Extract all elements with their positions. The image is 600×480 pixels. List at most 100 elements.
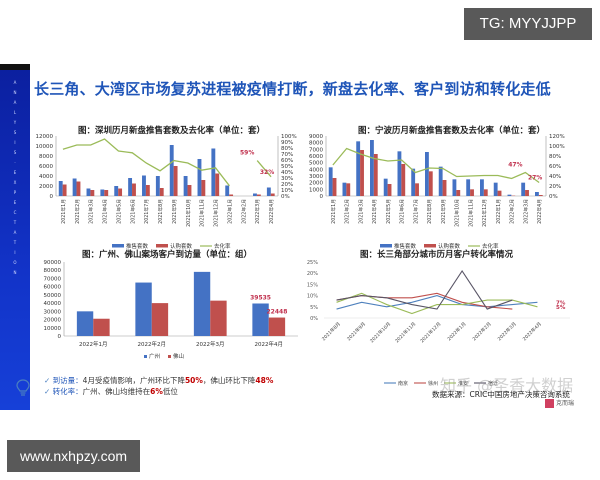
svg-text:120%: 120% [549,134,565,140]
svg-text:2000: 2000 [39,184,53,190]
svg-text:70%: 70% [281,152,293,158]
cric-logo: 克而瑞 [545,398,574,408]
svg-text:32%: 32% [260,169,274,176]
svg-text:2022年2月: 2022年2月 [138,340,167,348]
svg-text:50%: 50% [281,164,293,170]
note-conversion-text-a: 广州、佛山均维持在 [82,387,151,396]
note-visits-fs-drop: 48% [255,376,274,385]
svg-text:10%: 10% [307,294,318,300]
svg-text:22448: 22448 [267,309,288,316]
svg-text:30000: 30000 [44,309,62,315]
svg-text:10000: 10000 [44,326,62,332]
note-conversion-text-b: 低位 [162,387,178,396]
note-visits-key: 到访量： [52,376,83,385]
svg-text:2022年4月: 2022年4月 [521,320,543,342]
slide-title: 长三角、大湾区市场复苏进程被疫情打断，新盘去化率、客户到访和转化走低 [34,80,551,98]
svg-text:2021年1月: 2021年1月 [60,199,67,224]
svg-text:2022年3月: 2022年3月 [522,199,529,224]
svg-text:7000: 7000 [309,147,323,153]
note-visits-gz-drop: 50% [184,376,203,385]
side-bar: A N A L Y S I S · E X P E C T A T I O N [0,64,30,410]
chart-title-yangtze-conversion: 图：长三角部分城市历月客户转化率情况 [360,250,514,260]
svg-text:20%: 20% [307,271,318,277]
svg-text:70000: 70000 [44,276,62,282]
svg-text:广州: 广州 [149,352,160,360]
svg-text:2021年11月: 2021年11月 [393,320,417,344]
svg-text:6000: 6000 [309,154,323,160]
svg-text:南京: 南京 [398,380,408,387]
svg-text:8000: 8000 [309,141,323,147]
svg-text:2021年4月: 2021年4月 [102,199,109,224]
svg-text:2021年3月: 2021年3月 [88,199,95,224]
logo-mark-icon [545,399,554,408]
svg-text:6000: 6000 [39,164,53,170]
svg-text:20000: 20000 [44,318,62,324]
svg-text:2021年10月: 2021年10月 [454,199,461,227]
svg-text:推售套数: 推售套数 [126,242,149,250]
svg-text:8000: 8000 [39,154,53,160]
svg-text:2021年8月: 2021年8月 [426,199,433,224]
svg-text:徐州: 徐州 [428,380,438,387]
svg-text:2022年3月: 2022年3月 [496,320,518,342]
note-visits-text-b: ，佛山环比下降 [202,376,256,385]
svg-text:2022年4月: 2022年4月 [268,199,275,224]
chart-guangzhou-foshan-plot: 0 10000 20000 30000 40000 50000 60000 70000 8000… [44,260,298,360]
chart-title-shenzhen: 图：深圳历月新盘推售套数及去化率（单位：套） [78,126,266,136]
svg-text:去化率: 去化率 [214,242,231,250]
svg-text:2022年2月: 2022年2月 [471,320,493,342]
svg-text:2022年3月: 2022年3月 [254,199,261,224]
note-visits: ✓ 到访量：4月受疫情影响，广州环比下降50%，佛山环比下降48% [44,375,273,386]
svg-text:2021年4月: 2021年4月 [371,199,378,224]
svg-text:40%: 40% [281,170,293,176]
svg-text:2021年9月: 2021年9月 [171,199,178,224]
svg-text:27%: 27% [528,175,542,182]
chart-title-guangzhou-foshan: 图：广州、佛山案场客户到访量（单位：组） [82,250,253,260]
report-slide: A N A L Y S I S · E X P E C T A T I O N 长三角、大湾区市场复苏进程被疫情打断，… [0,64,600,410]
svg-text:10%: 10% [281,188,293,194]
side-vertical-text: A N A L Y S I S · E X P E C T A T I O N [13,80,17,275]
svg-text:20%: 20% [281,182,293,188]
chart-title-ningbo: 图：宁波历月新盘推售套数及去化率（单位：套） [358,126,546,136]
chart-yangtze-conversion: 图：长三角部分城市历月客户转化率情况 0% 5% 10% 15% 20% 25% 7% 5% 2… [302,248,592,388]
svg-text:0: 0 [58,334,62,340]
svg-text:0: 0 [320,194,324,200]
svg-text:7%: 7% [556,300,566,306]
svg-text:2000: 2000 [309,181,323,187]
svg-text:3000: 3000 [309,174,323,180]
svg-text:1000: 1000 [309,187,323,193]
svg-text:25%: 25% [307,260,318,266]
svg-text:认购套数: 认购套数 [438,242,461,250]
svg-text:2022年4月: 2022年4月 [255,340,284,348]
svg-text:39535: 39535 [250,294,271,301]
svg-text:2021年6月: 2021年6月 [399,199,406,224]
svg-text:40000: 40000 [44,301,62,307]
svg-text:认购套数: 认购套数 [170,242,193,250]
svg-text:2022年3月: 2022年3月 [196,340,225,348]
svg-text:2022年2月: 2022年2月 [509,199,516,224]
svg-text:80%: 80% [549,154,561,160]
chart-yangtze-conversion-plot: 0%5%10%15%20%25%7%5%2021年8月 2021年9月 2021年1… [307,260,570,387]
svg-text:80%: 80% [281,146,293,152]
svg-text:2021年7月: 2021年7月 [143,199,150,224]
tg-watermark-badge: TG: MYYJJPP [464,8,592,40]
side-bar-top-strip [0,64,30,70]
lightbulb-icon [16,379,30,396]
chart-shenzhen: 图：深圳历月新盘推售套数及去化率（单位：套） 0 2000 4000 6000 8000… [32,124,302,252]
svg-text:2021年7月: 2021年7月 [412,199,419,224]
svg-text:2021年11月: 2021年11月 [467,199,474,227]
insight-notes: ✓ 到访量：4月受疫情影响，广州环比下降50%，佛山环比下降48% ✓ 转化率：… [44,375,273,397]
svg-text:0%: 0% [310,316,318,322]
check-icon: ✓ [44,387,53,396]
note-conversion: ✓ 转化率：广州、佛山均维持在6%低位 [44,386,273,397]
url-watermark-badge: www.nxhpzy.com [7,440,140,472]
svg-text:2021年2月: 2021年2月 [344,199,351,224]
svg-text:47%: 47% [508,162,522,169]
svg-text:2022年4月: 2022年4月 [536,199,543,224]
svg-text:12000: 12000 [36,134,54,140]
svg-text:4000: 4000 [309,167,323,173]
svg-text:100%: 100% [549,144,565,150]
svg-text:50000: 50000 [44,293,62,299]
zhihu-watermark: 知乎 @圣香大数据 [440,376,574,395]
svg-text:2022年1月: 2022年1月 [495,199,502,224]
svg-text:2021年5月: 2021年5月 [385,199,392,224]
